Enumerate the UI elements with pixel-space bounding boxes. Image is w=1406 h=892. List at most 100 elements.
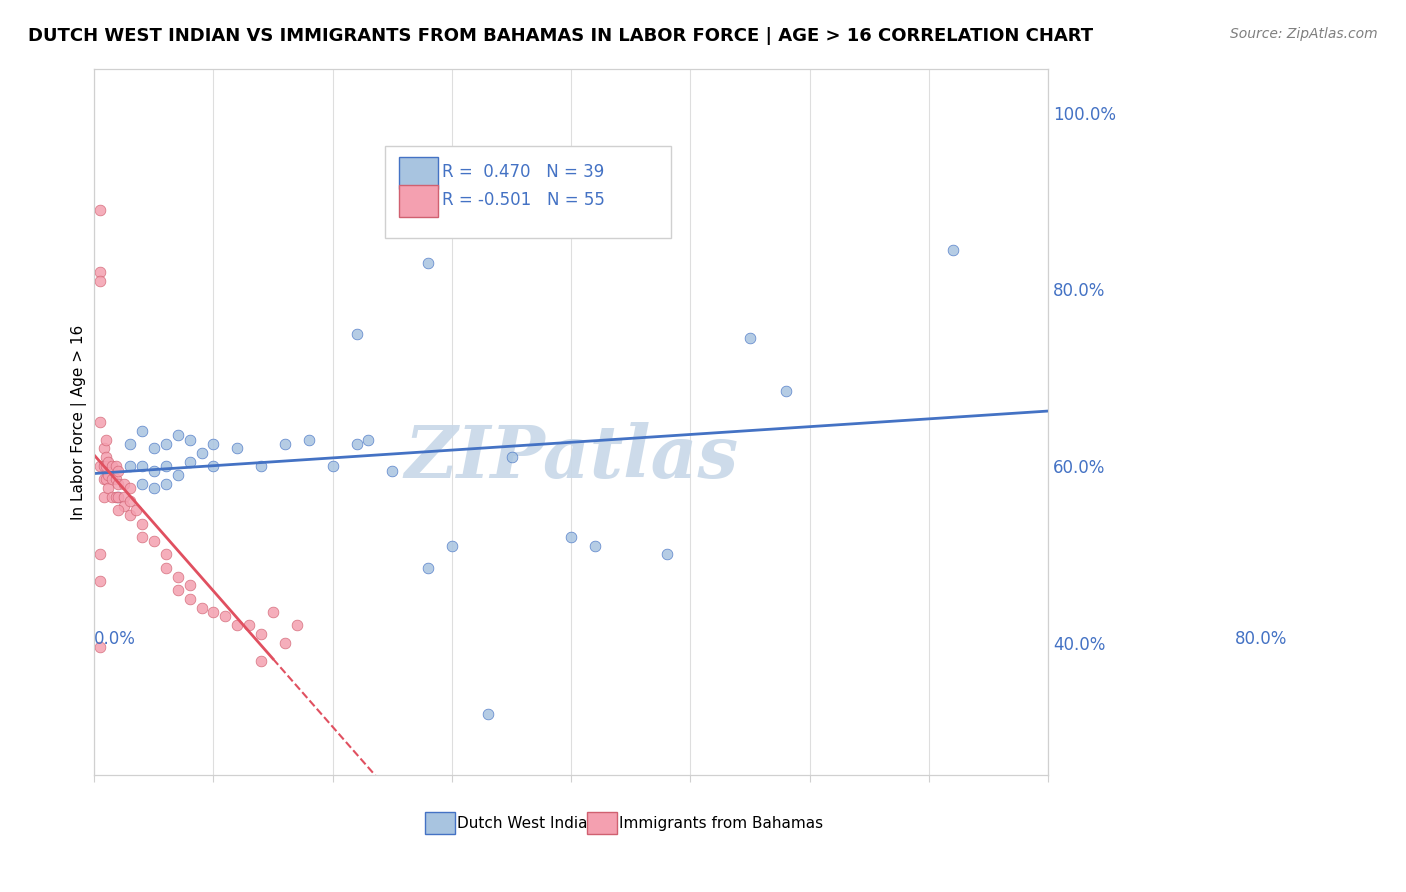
Point bbox=[322, 459, 344, 474]
Point bbox=[107, 490, 129, 504]
Point bbox=[202, 437, 225, 451]
Point bbox=[104, 490, 127, 504]
Point bbox=[93, 472, 115, 486]
Point bbox=[101, 459, 124, 474]
Point bbox=[89, 640, 111, 655]
Point bbox=[142, 534, 165, 549]
Y-axis label: In Labor Force | Age > 16: In Labor Force | Age > 16 bbox=[72, 325, 87, 519]
Point bbox=[107, 490, 129, 504]
Point bbox=[346, 326, 368, 341]
Point bbox=[94, 433, 117, 447]
Point bbox=[101, 490, 124, 504]
Point bbox=[89, 459, 111, 474]
Point bbox=[118, 437, 141, 451]
Point bbox=[583, 539, 606, 553]
Point bbox=[190, 600, 212, 615]
Point bbox=[97, 455, 120, 469]
Point bbox=[93, 490, 115, 504]
Point bbox=[112, 476, 135, 491]
Point bbox=[155, 476, 177, 491]
Point bbox=[179, 433, 201, 447]
Text: Immigrants from Bahamas: Immigrants from Bahamas bbox=[619, 816, 823, 831]
Point bbox=[274, 437, 297, 451]
Point bbox=[104, 459, 127, 474]
Point bbox=[125, 503, 148, 517]
Point bbox=[89, 274, 111, 288]
Point bbox=[226, 442, 249, 456]
FancyBboxPatch shape bbox=[399, 186, 437, 217]
Point bbox=[440, 539, 463, 553]
Point bbox=[416, 256, 439, 270]
Point bbox=[655, 548, 678, 562]
Point bbox=[214, 609, 236, 624]
Point bbox=[285, 618, 308, 632]
Point bbox=[155, 459, 177, 474]
Text: ZIPatlas: ZIPatlas bbox=[404, 422, 738, 492]
Point bbox=[357, 433, 380, 447]
Point bbox=[775, 384, 797, 398]
Point bbox=[107, 476, 129, 491]
Point bbox=[166, 467, 188, 482]
Point bbox=[179, 578, 201, 592]
FancyBboxPatch shape bbox=[399, 157, 437, 189]
Point bbox=[89, 415, 111, 429]
Text: Dutch West Indians: Dutch West Indians bbox=[457, 816, 605, 831]
FancyBboxPatch shape bbox=[385, 146, 672, 238]
Point bbox=[560, 530, 582, 544]
Point bbox=[740, 331, 762, 345]
Point bbox=[346, 437, 368, 451]
Point bbox=[179, 455, 201, 469]
Point bbox=[250, 653, 273, 667]
Text: Source: ZipAtlas.com: Source: ZipAtlas.com bbox=[1230, 27, 1378, 41]
Point bbox=[155, 560, 177, 574]
Text: R =  0.470   N = 39: R = 0.470 N = 39 bbox=[443, 162, 605, 181]
Point bbox=[166, 428, 188, 442]
Point bbox=[107, 503, 129, 517]
Point bbox=[118, 508, 141, 522]
Point bbox=[238, 618, 260, 632]
Point bbox=[118, 459, 141, 474]
Point bbox=[202, 605, 225, 619]
Point bbox=[131, 476, 153, 491]
Point bbox=[89, 574, 111, 588]
Point bbox=[118, 481, 141, 495]
Point bbox=[250, 459, 273, 474]
Point bbox=[89, 202, 111, 217]
Point bbox=[298, 433, 321, 447]
Point bbox=[93, 442, 115, 456]
Point bbox=[94, 450, 117, 465]
Point bbox=[416, 560, 439, 574]
Point bbox=[118, 494, 141, 508]
Text: 0.0%: 0.0% bbox=[94, 631, 136, 648]
Point bbox=[131, 516, 153, 531]
Point bbox=[190, 446, 212, 460]
Point bbox=[166, 569, 188, 583]
FancyBboxPatch shape bbox=[588, 812, 617, 834]
Point bbox=[97, 481, 120, 495]
Point bbox=[250, 627, 273, 641]
Point bbox=[107, 464, 129, 478]
Point bbox=[942, 243, 965, 257]
Point bbox=[166, 582, 188, 597]
Point bbox=[89, 548, 111, 562]
Point bbox=[131, 424, 153, 438]
FancyBboxPatch shape bbox=[425, 812, 454, 834]
Point bbox=[89, 265, 111, 279]
Text: DUTCH WEST INDIAN VS IMMIGRANTS FROM BAHAMAS IN LABOR FORCE | AGE > 16 CORRELATI: DUTCH WEST INDIAN VS IMMIGRANTS FROM BAH… bbox=[28, 27, 1094, 45]
Point bbox=[501, 450, 523, 465]
Point bbox=[112, 490, 135, 504]
Point bbox=[179, 591, 201, 606]
Point bbox=[142, 481, 165, 495]
Point bbox=[155, 437, 177, 451]
Point bbox=[94, 459, 117, 474]
Point bbox=[274, 636, 297, 650]
Point bbox=[94, 472, 117, 486]
Point bbox=[142, 464, 165, 478]
Point bbox=[142, 442, 165, 456]
Point bbox=[93, 459, 115, 474]
Text: R = -0.501   N = 55: R = -0.501 N = 55 bbox=[443, 191, 606, 209]
Point bbox=[477, 706, 499, 721]
Point bbox=[131, 530, 153, 544]
Point bbox=[155, 548, 177, 562]
Text: 80.0%: 80.0% bbox=[1234, 631, 1286, 648]
